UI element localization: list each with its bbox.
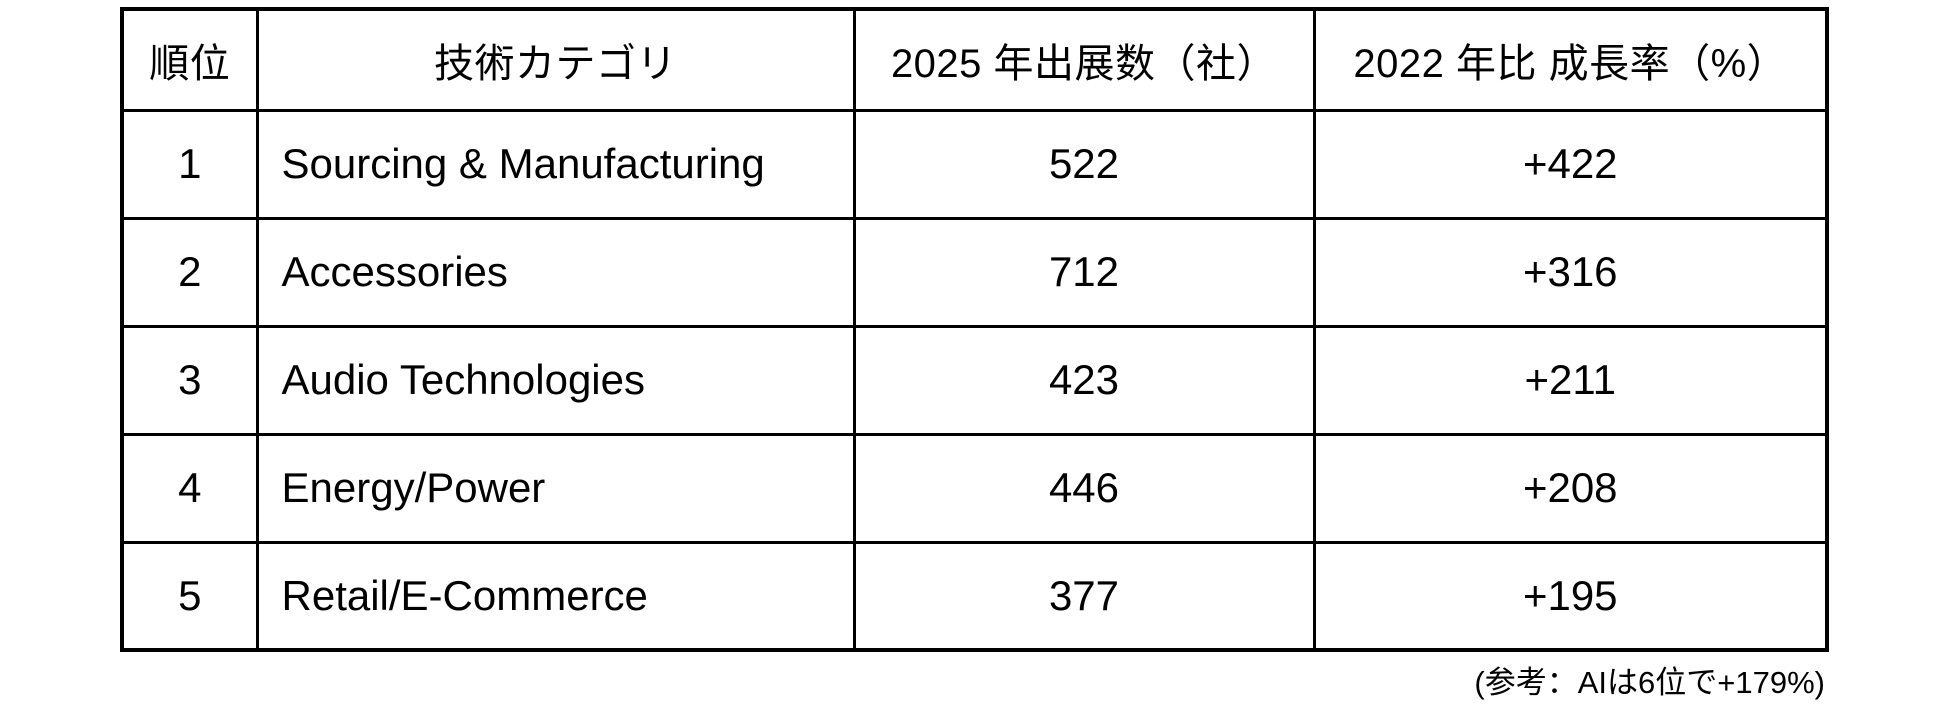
growth-cell: +195 — [1312, 540, 1829, 652]
rank-cell: 1 — [120, 108, 259, 220]
header-row: 順位 技術カテゴリ 2025 年出展数（社） 2022 年比 成長率（%） — [120, 7, 1829, 112]
rank-cell: 2 — [120, 216, 259, 328]
table-row: 4 Energy/Power 446 +208 — [120, 432, 1829, 544]
exhibitors-cell: 377 — [852, 540, 1316, 652]
exhibitors-cell: 423 — [852, 324, 1316, 436]
growth-cell: +208 — [1312, 432, 1829, 544]
category-cell: Retail/E-Commerce — [255, 540, 856, 652]
table-row: 5 Retail/E-Commerce 377 +195 — [120, 540, 1829, 652]
growth-cell: +211 — [1312, 324, 1829, 436]
exhibitors-cell: 522 — [852, 108, 1316, 220]
category-cell: Energy/Power — [255, 432, 856, 544]
exhibitors-cell: 446 — [852, 432, 1316, 544]
category-cell: Accessories — [255, 216, 856, 328]
category-cell: Sourcing & Manufacturing — [255, 108, 856, 220]
reference-note: (参考：AIは6位で+179%) — [1474, 665, 1825, 700]
header-exhibitors-2025: 2025 年出展数（社） — [852, 7, 1316, 112]
rank-cell: 5 — [120, 540, 259, 652]
header-rank: 順位 — [120, 7, 259, 112]
table-row: 3 Audio Technologies 423 +211 — [120, 324, 1829, 436]
exhibitors-cell: 712 — [852, 216, 1316, 328]
growth-cell: +316 — [1312, 216, 1829, 328]
rank-cell: 3 — [120, 324, 259, 436]
rank-cell: 4 — [120, 432, 259, 544]
ranking-table: 順位 技術カテゴリ 2025 年出展数（社） 2022 年比 成長率（%） 1 … — [120, 7, 1829, 652]
header-growth-rate: 2022 年比 成長率（%） — [1312, 7, 1829, 112]
table-row: 1 Sourcing & Manufacturing 522 +422 — [120, 108, 1829, 220]
header-category: 技術カテゴリ — [255, 7, 856, 112]
growth-cell: +422 — [1312, 108, 1829, 220]
table-row: 2 Accessories 712 +316 — [120, 216, 1829, 328]
category-cell: Audio Technologies — [255, 324, 856, 436]
